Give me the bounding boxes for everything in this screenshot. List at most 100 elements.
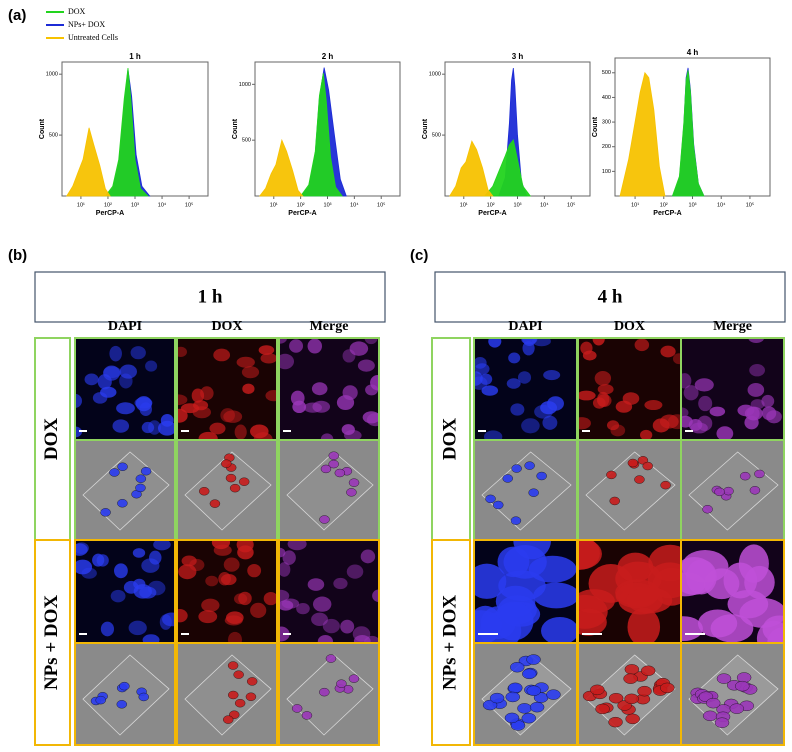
cell bbox=[177, 408, 188, 423]
micrograph bbox=[74, 439, 176, 541]
micrograph-content bbox=[177, 440, 277, 540]
cell-3d bbox=[116, 700, 127, 709]
cell-3d bbox=[510, 662, 525, 673]
cell bbox=[748, 338, 765, 343]
micrograph-content bbox=[177, 338, 277, 440]
column-header: DAPI bbox=[108, 319, 142, 334]
micrograph bbox=[74, 337, 176, 441]
y-tick-label: 500 bbox=[242, 138, 251, 144]
cell bbox=[177, 609, 188, 623]
micrograph bbox=[473, 337, 578, 441]
cell bbox=[766, 410, 782, 424]
cell-3d bbox=[606, 470, 617, 480]
cell bbox=[100, 621, 115, 637]
cell-3d bbox=[590, 684, 605, 696]
cell bbox=[307, 578, 325, 591]
cell-3d bbox=[301, 711, 313, 720]
cell bbox=[681, 373, 692, 389]
micrograph-content bbox=[75, 540, 175, 643]
micrograph bbox=[473, 642, 578, 746]
micrograph bbox=[577, 337, 682, 441]
cell-3d bbox=[346, 488, 357, 497]
micrograph-content bbox=[75, 643, 175, 745]
cell-3d bbox=[504, 712, 520, 724]
cell-3d bbox=[100, 508, 111, 517]
cell bbox=[481, 385, 499, 396]
histogram-area bbox=[299, 73, 343, 197]
micrograph-content bbox=[279, 540, 379, 643]
cell bbox=[279, 562, 291, 577]
micrograph-content bbox=[474, 540, 577, 643]
cell bbox=[697, 415, 713, 432]
cell bbox=[617, 552, 654, 583]
panel-label: (a) bbox=[8, 7, 26, 24]
micrograph-content bbox=[681, 338, 784, 440]
cell bbox=[592, 338, 605, 346]
cell bbox=[597, 384, 614, 395]
row-label: DOX bbox=[41, 418, 62, 461]
x-tick-label: 10³ bbox=[514, 202, 522, 208]
cell-3d bbox=[336, 679, 347, 688]
cell bbox=[534, 404, 553, 419]
scale-bar bbox=[181, 633, 189, 635]
cell-3d bbox=[505, 691, 520, 703]
cell bbox=[357, 359, 375, 372]
time-box bbox=[34, 271, 386, 323]
micrograph bbox=[473, 439, 578, 541]
cell-3d bbox=[95, 695, 106, 705]
cell bbox=[224, 615, 243, 626]
cell-3d bbox=[524, 461, 535, 470]
cell-3d bbox=[233, 670, 244, 679]
scale-bar bbox=[283, 430, 291, 432]
cell bbox=[141, 421, 155, 434]
scale-bar bbox=[478, 633, 498, 635]
cell bbox=[761, 394, 775, 408]
column-header: Merge bbox=[310, 319, 349, 334]
cell bbox=[340, 619, 355, 634]
cell bbox=[177, 394, 188, 406]
cell-3d bbox=[754, 469, 765, 479]
stage bbox=[585, 451, 676, 531]
cell-3d bbox=[714, 717, 730, 728]
micrograph-content bbox=[578, 440, 681, 540]
x-tick-label: 10¹ bbox=[460, 202, 468, 208]
x-tick-label: 10³ bbox=[324, 202, 332, 208]
cell bbox=[483, 430, 503, 440]
cell-3d bbox=[623, 673, 638, 684]
micrograph-content bbox=[474, 338, 577, 440]
cell-3d bbox=[723, 486, 734, 496]
cell-3d bbox=[221, 459, 232, 468]
cell bbox=[260, 353, 277, 364]
cell bbox=[342, 385, 358, 401]
cell-3d bbox=[225, 473, 237, 483]
cell-3d bbox=[334, 468, 346, 478]
y-tick-label: 1000 bbox=[46, 72, 58, 78]
cell bbox=[242, 383, 255, 394]
cell bbox=[698, 395, 713, 412]
cell bbox=[193, 400, 209, 411]
cell bbox=[159, 614, 172, 630]
x-tick-label: 10¹ bbox=[270, 202, 278, 208]
cell bbox=[639, 429, 653, 440]
cell-3d bbox=[245, 692, 257, 701]
legend-label: DOX bbox=[68, 7, 86, 16]
micrograph bbox=[473, 539, 578, 644]
cell-3d bbox=[609, 496, 620, 506]
cell bbox=[135, 396, 152, 412]
cell bbox=[498, 570, 546, 601]
cell bbox=[250, 424, 269, 439]
scale-bar bbox=[181, 430, 189, 432]
micrograph-content bbox=[578, 338, 681, 440]
cell-3d bbox=[716, 673, 732, 684]
cell-3d bbox=[229, 483, 241, 493]
cell bbox=[541, 616, 577, 643]
cell-3d bbox=[117, 462, 128, 471]
panel-label: (b) bbox=[8, 247, 27, 264]
cell bbox=[205, 575, 219, 587]
cell bbox=[92, 392, 108, 404]
micrograph-content bbox=[177, 643, 277, 745]
cell bbox=[578, 540, 602, 570]
cell bbox=[694, 378, 714, 392]
y-tick-label: 1000 bbox=[429, 72, 441, 78]
y-tick-label: 300 bbox=[602, 120, 611, 126]
